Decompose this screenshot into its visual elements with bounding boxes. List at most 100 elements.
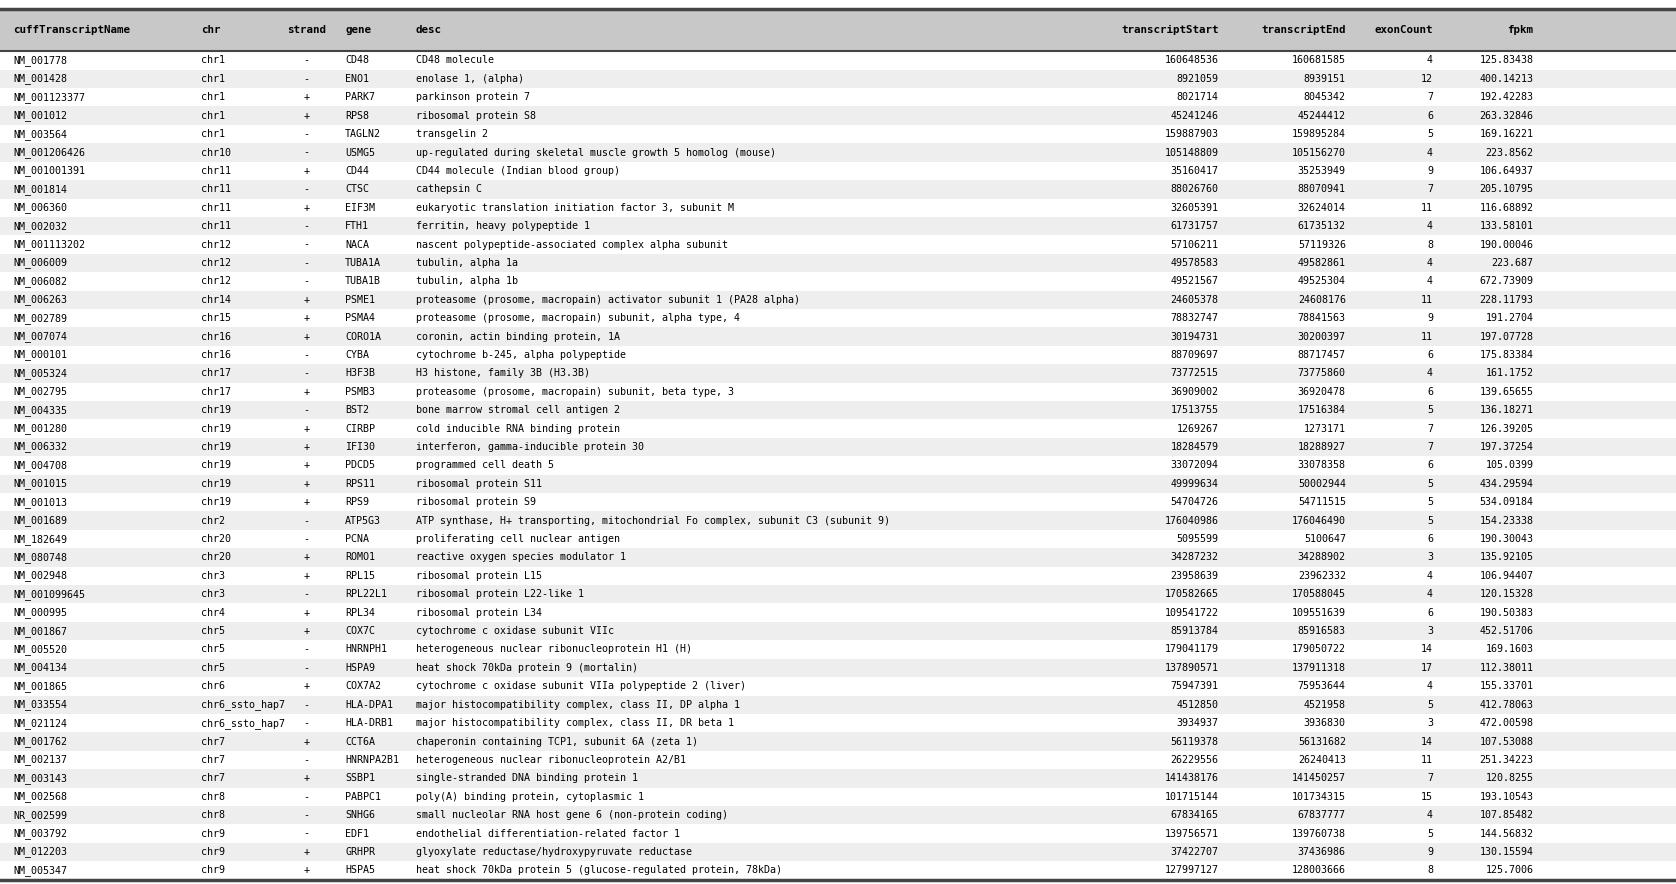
Text: NM_001814: NM_001814 — [13, 184, 67, 194]
Text: 3934937: 3934937 — [1177, 718, 1218, 728]
Text: fpkm: fpkm — [1507, 25, 1534, 35]
Text: major histocompatibility complex, class II, DR beta 1: major histocompatibility complex, class … — [416, 718, 734, 728]
Bar — [0, 162, 1676, 180]
Text: chr19: chr19 — [201, 423, 231, 434]
Text: NM_001689: NM_001689 — [13, 515, 67, 526]
Text: proliferating cell nuclear antigen: proliferating cell nuclear antigen — [416, 534, 620, 544]
Text: PSME1: PSME1 — [345, 294, 375, 305]
Bar — [0, 235, 1676, 254]
Text: SSBP1: SSBP1 — [345, 774, 375, 783]
Text: 4: 4 — [1426, 148, 1433, 157]
Text: 128003666: 128003666 — [1292, 865, 1346, 875]
Text: BST2: BST2 — [345, 405, 369, 415]
Text: 7: 7 — [1426, 423, 1433, 434]
Text: 141450257: 141450257 — [1292, 774, 1346, 783]
Text: chr19: chr19 — [201, 405, 231, 415]
Text: 223.8562: 223.8562 — [1485, 148, 1534, 157]
Text: NM_002568: NM_002568 — [13, 791, 67, 802]
Bar — [0, 861, 1676, 880]
Text: chr6_ssto_hap7: chr6_ssto_hap7 — [201, 718, 285, 728]
Text: +: + — [303, 202, 310, 213]
Text: chr8: chr8 — [201, 792, 225, 802]
Text: chr19: chr19 — [201, 479, 231, 489]
Text: 6: 6 — [1426, 461, 1433, 470]
Text: chr6: chr6 — [201, 682, 225, 691]
Text: 144.56832: 144.56832 — [1480, 828, 1534, 839]
Text: transgelin 2: transgelin 2 — [416, 129, 488, 139]
Text: 50002944: 50002944 — [1297, 479, 1346, 489]
Text: NM_080748: NM_080748 — [13, 552, 67, 563]
Text: PSMB3: PSMB3 — [345, 387, 375, 397]
Text: 452.51706: 452.51706 — [1480, 626, 1534, 636]
Text: 125.83438: 125.83438 — [1480, 56, 1534, 65]
Text: chr7: chr7 — [201, 755, 225, 765]
Text: ribosomal protein S8: ribosomal protein S8 — [416, 110, 536, 121]
Text: NM_002795: NM_002795 — [13, 386, 67, 397]
Text: FTH1: FTH1 — [345, 221, 369, 231]
Text: chr2: chr2 — [201, 515, 225, 526]
Text: heat shock 70kDa protein 9 (mortalin): heat shock 70kDa protein 9 (mortalin) — [416, 663, 637, 673]
Text: 169.16221: 169.16221 — [1480, 129, 1534, 139]
Text: heterogeneous nuclear ribonucleoprotein A2/B1: heterogeneous nuclear ribonucleoprotein … — [416, 755, 685, 765]
Text: 125.7006: 125.7006 — [1485, 865, 1534, 875]
Text: ribosomal protein S9: ribosomal protein S9 — [416, 497, 536, 507]
Text: -: - — [303, 590, 310, 599]
Text: 169.1603: 169.1603 — [1485, 644, 1534, 654]
Text: exonCount: exonCount — [1374, 25, 1433, 35]
Text: 534.09184: 534.09184 — [1480, 497, 1534, 507]
Bar — [0, 401, 1676, 419]
Text: 105.0399: 105.0399 — [1485, 461, 1534, 470]
Bar — [0, 714, 1676, 732]
Text: 23958639: 23958639 — [1170, 571, 1218, 581]
Text: NM_002032: NM_002032 — [13, 221, 67, 232]
Bar — [0, 640, 1676, 659]
Text: 88717457: 88717457 — [1297, 350, 1346, 360]
Text: 33072094: 33072094 — [1170, 461, 1218, 470]
Text: 105148809: 105148809 — [1165, 148, 1218, 157]
Text: 85913784: 85913784 — [1170, 626, 1218, 636]
Text: RPL15: RPL15 — [345, 571, 375, 581]
Text: NM_005347: NM_005347 — [13, 865, 67, 876]
Text: +: + — [303, 110, 310, 121]
Text: chr1: chr1 — [201, 92, 225, 103]
Text: 159895284: 159895284 — [1292, 129, 1346, 139]
Text: 78832747: 78832747 — [1170, 313, 1218, 324]
Text: chr: chr — [201, 25, 221, 35]
Text: 4: 4 — [1426, 682, 1433, 691]
Text: -: - — [303, 185, 310, 194]
Text: 88709697: 88709697 — [1170, 350, 1218, 360]
Text: NACA: NACA — [345, 240, 369, 249]
Bar — [0, 512, 1676, 530]
Text: TAGLN2: TAGLN2 — [345, 129, 380, 139]
Text: NM_006332: NM_006332 — [13, 442, 67, 453]
Text: NM_001206426: NM_001206426 — [13, 147, 85, 158]
Text: 5: 5 — [1426, 129, 1433, 139]
Text: NM_003564: NM_003564 — [13, 129, 67, 140]
Text: 4512850: 4512850 — [1177, 700, 1218, 710]
Text: H3 histone, family 3B (H3.3B): H3 histone, family 3B (H3.3B) — [416, 369, 590, 378]
Text: 49521567: 49521567 — [1170, 277, 1218, 286]
Bar — [0, 327, 1676, 346]
Text: RPS8: RPS8 — [345, 110, 369, 121]
Text: 160681585: 160681585 — [1292, 56, 1346, 65]
Text: +: + — [303, 607, 310, 618]
Text: 190.50383: 190.50383 — [1480, 607, 1534, 618]
Text: ribosomal protein L22-like 1: ribosomal protein L22-like 1 — [416, 590, 583, 599]
Bar — [0, 346, 1676, 364]
Text: parkinson protein 7: parkinson protein 7 — [416, 92, 530, 103]
Text: ribosomal protein S11: ribosomal protein S11 — [416, 479, 541, 489]
Text: chr1: chr1 — [201, 110, 225, 121]
Text: 30194731: 30194731 — [1170, 332, 1218, 341]
Text: 49999634: 49999634 — [1170, 479, 1218, 489]
Text: NM_003143: NM_003143 — [13, 773, 67, 784]
Text: 109541722: 109541722 — [1165, 607, 1218, 618]
Bar — [0, 180, 1676, 199]
Text: 139756571: 139756571 — [1165, 828, 1218, 839]
Text: NM_002789: NM_002789 — [13, 313, 67, 324]
Text: 191.2704: 191.2704 — [1485, 313, 1534, 324]
Bar — [0, 217, 1676, 235]
Text: 88026760: 88026760 — [1170, 185, 1218, 194]
Text: 26240413: 26240413 — [1297, 755, 1346, 765]
Text: NM_004335: NM_004335 — [13, 405, 67, 415]
Text: 17516384: 17516384 — [1297, 405, 1346, 415]
